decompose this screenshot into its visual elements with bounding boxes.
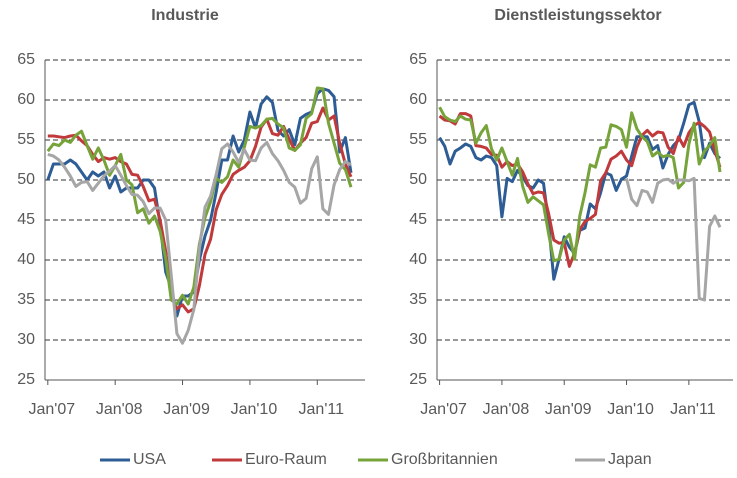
y-tick-label: 55 (17, 131, 35, 148)
series-line (47, 106, 353, 314)
legend-label: Japan (608, 451, 652, 468)
x-tick-label: Jan'11 (670, 401, 716, 418)
y-tick-label: 40 (17, 251, 35, 268)
x-tick-label: Jan'08 (483, 401, 530, 418)
series-line (438, 106, 722, 263)
series-line (438, 100, 722, 281)
x-tick-label: Jan'08 (96, 401, 143, 418)
y-tick-label: 45 (17, 211, 35, 228)
y-tick-label: 65 (409, 51, 427, 68)
x-tick-label: Jan'10 (607, 401, 654, 418)
legend-label: Großbritannien (391, 451, 498, 468)
y-tick-label: 50 (409, 171, 427, 188)
y-tick-label: 35 (409, 291, 427, 308)
x-tick-label: Jan'07 (420, 401, 467, 418)
x-tick-label: Jan'10 (231, 401, 278, 418)
y-tick-label: 60 (409, 91, 427, 108)
y-tick-label: 25 (409, 371, 427, 388)
y-tick-label: 50 (17, 171, 35, 188)
x-tick-label: Jan'09 (163, 401, 210, 418)
y-tick-label: 35 (17, 291, 35, 308)
chart-title: Industrie (151, 7, 219, 24)
series-line (625, 176, 722, 302)
y-tick-label: 30 (409, 331, 427, 348)
series-line (47, 140, 352, 345)
y-tick-label: 25 (17, 371, 35, 388)
y-tick-label: 30 (17, 331, 35, 348)
x-tick-label: Jan'09 (545, 401, 592, 418)
y-tick-label: 40 (409, 251, 427, 268)
x-tick-label: Jan'07 (28, 401, 75, 418)
y-tick-label: 55 (409, 131, 427, 148)
chart-title: Dienstleistungssektor (494, 7, 661, 24)
y-tick-label: 65 (17, 51, 35, 68)
y-tick-label: 60 (17, 91, 35, 108)
x-tick-label: Jan'11 (299, 401, 345, 418)
legend-label: Euro-Raum (245, 451, 327, 468)
legend-label: USA (133, 451, 166, 468)
y-tick-label: 45 (409, 211, 427, 228)
series-line (438, 112, 722, 268)
